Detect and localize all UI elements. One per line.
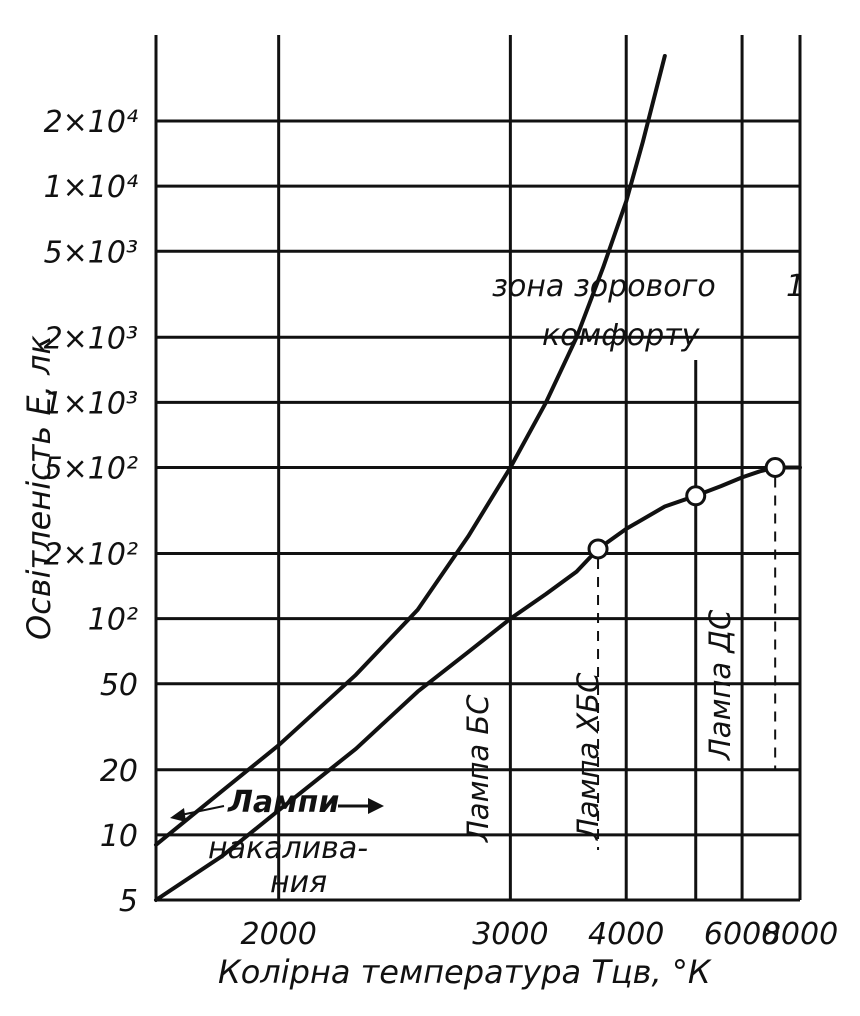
- y-tick-label-4: 1×10³: [44, 386, 138, 421]
- incandescent-lamps-label-line3: ния: [270, 865, 327, 900]
- lamp-marker-0: [587, 538, 609, 560]
- lamp-khbs-label: Лампа ХБС: [571, 672, 605, 841]
- y-tick-label-9: 20: [100, 754, 138, 789]
- y-tick-label-7: 10²: [88, 603, 138, 638]
- curve-number-label: 1: [786, 269, 805, 304]
- horizontal-gridlines: [156, 119, 800, 902]
- lamp-markers: [587, 457, 786, 560]
- incandescent-lamps-label-line2: накалива-: [208, 831, 368, 866]
- x-axis-label: Колірна температура Тцв, °К: [218, 953, 712, 991]
- y-tick-label-3: 2×10³: [44, 321, 138, 356]
- lamp-droplines: [597, 477, 777, 855]
- y-tick-label-0: 2×10⁴: [44, 105, 138, 140]
- lamp-ds-label: Лампа ДС: [703, 609, 737, 761]
- y-tick-label-6: 2×10²: [44, 538, 138, 573]
- data-curves: [154, 54, 802, 902]
- y-tick-labels: 2×10⁴ 1×10⁴ 5×10³ 2×10³ 1×10³ 5×10² 2×10² 10² 50…: [44, 105, 138, 919]
- y-tick-label-2: 5×10³: [44, 235, 138, 270]
- y-tick-label-1: 1×10⁴: [44, 170, 138, 205]
- comfort-zone-label-line1: зона зорового: [492, 269, 716, 304]
- y-tick-label-8: 50: [100, 668, 138, 703]
- incandescent-lamps-pointer: [170, 805, 225, 822]
- lamp-marker-1: [685, 485, 707, 507]
- incandescent-lamps-label-line1: Лампи: [227, 785, 339, 820]
- x-tick-label-2: 4000: [588, 917, 664, 952]
- comfort-zone-label-line2: комфорту: [542, 318, 701, 353]
- curve-1: [154, 465, 802, 902]
- y-tick-label-5: 5×10²: [44, 452, 138, 487]
- y-tick-label-10: 10: [100, 819, 138, 854]
- x-tick-label-3: 6000: [704, 917, 780, 952]
- x-tick-label-4: 8000: [762, 917, 838, 952]
- x-tick-label-1: 3000: [472, 917, 548, 952]
- lamp-marker-2: [764, 457, 786, 478]
- y-axis-label: Освітленість Е, лк: [20, 335, 58, 640]
- curve-0: [154, 54, 667, 847]
- x-tick-label-0: 2000: [240, 917, 316, 952]
- y-tick-label-11: 5: [119, 884, 138, 919]
- lamp-bs-label: Лампа БС: [461, 694, 495, 843]
- incandescent-lamps-arrow: [338, 798, 384, 814]
